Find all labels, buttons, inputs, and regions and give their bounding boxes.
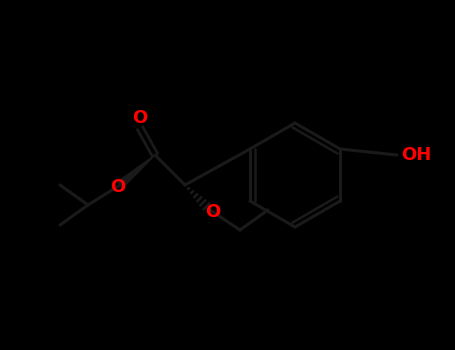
Text: O: O xyxy=(205,203,221,221)
Text: O: O xyxy=(132,109,147,127)
Polygon shape xyxy=(117,155,155,188)
Text: O: O xyxy=(111,178,126,196)
Text: OH: OH xyxy=(401,146,431,164)
